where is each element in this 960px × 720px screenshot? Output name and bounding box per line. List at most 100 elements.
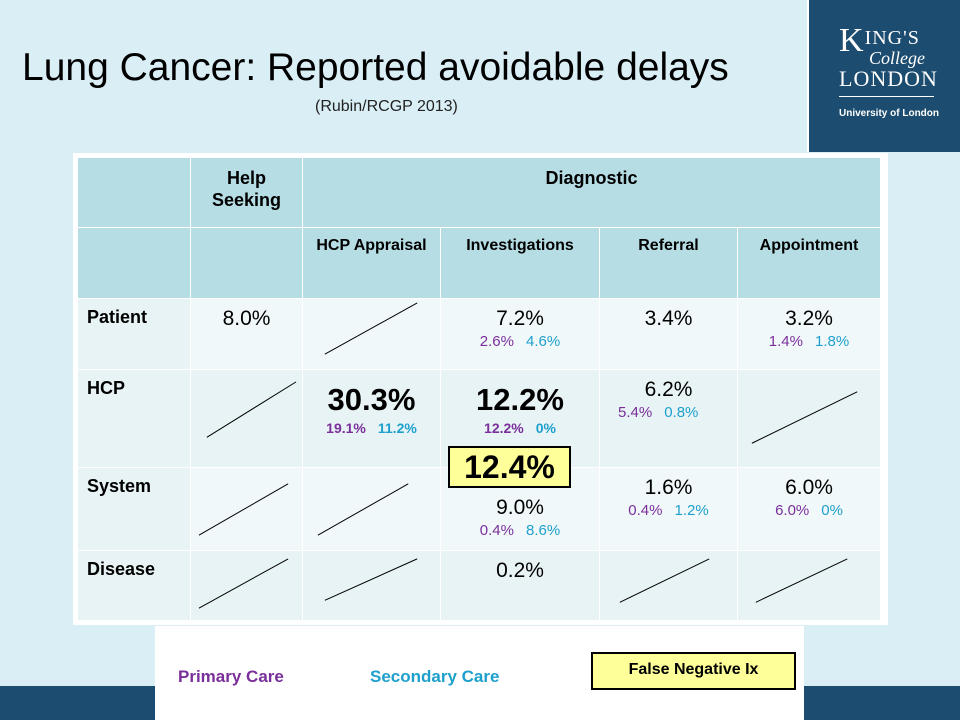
header-diagnostic-label: Diagnostic xyxy=(545,168,638,188)
row-label-patient: Patient xyxy=(87,307,148,327)
not-applicable-slash xyxy=(619,558,710,603)
cell-disease-help-seeking-na xyxy=(190,550,303,621)
row-label-hcp-cell: HCP xyxy=(77,369,191,468)
legend-primary-care: Primary Care xyxy=(178,667,284,686)
subheader-investigations-label: Investigations xyxy=(466,237,574,254)
delays-table-panel: Help Seeking Diagnostic HCP Appraisal In… xyxy=(73,153,888,625)
subheader-referral: Referral xyxy=(599,227,738,299)
split-hcp-referral: 5.4% 0.8% xyxy=(601,404,737,421)
row-label-patient-cell: Patient xyxy=(77,298,191,370)
delays-table: Help Seeking Diagnostic HCP Appraisal In… xyxy=(77,157,882,621)
cell-hcp-appointment-na xyxy=(736,369,882,468)
not-applicable-slash xyxy=(198,558,289,609)
value-hcp-investigations: 12.2% xyxy=(476,382,564,417)
secondary-care-value: 8.6% xyxy=(526,522,561,539)
legend-secondary-care: Secondary Care xyxy=(370,667,500,686)
row-label-system: System xyxy=(87,476,152,496)
kings-college-logo: KING'S College LONDON University of Lond… xyxy=(807,0,960,152)
cell-patient-help-seeking: 8.0% xyxy=(190,298,303,370)
cell-system-hcp-appraisal-na xyxy=(302,467,441,551)
primary-care-value: 5.4% xyxy=(618,404,653,421)
false-negative-value-box: 12.4% xyxy=(448,446,571,488)
legend-panel: Primary Care Secondary Care False Negati… xyxy=(155,626,804,720)
value-system-referral: 1.6% xyxy=(644,476,693,499)
not-applicable-slash xyxy=(324,558,418,601)
slide-title: Lung Cancer: Reported avoidable delays xyxy=(22,46,729,89)
subheader-help-seeking-blank xyxy=(190,227,303,299)
subheader-hcp-appraisal: HCP Appraisal xyxy=(302,227,441,299)
logo-divider xyxy=(839,96,934,97)
value-system-appointment: 6.0% xyxy=(785,476,833,499)
subheader-corner-cell xyxy=(77,227,191,299)
cell-hcp-referral: 6.2% 5.4% 0.8% xyxy=(599,369,738,468)
logo-university-text: University of London xyxy=(839,108,939,119)
subheader-hcp-appraisal-label: HCP Appraisal xyxy=(316,237,427,254)
secondary-care-value: 0% xyxy=(535,420,556,436)
primary-care-value: 0.4% xyxy=(628,502,663,519)
not-applicable-slash xyxy=(198,483,289,536)
cell-disease-appointment-na xyxy=(736,550,882,621)
split-patient-investigations: 2.6% 4.6% xyxy=(442,333,599,350)
slide-subtitle: (Rubin/RCGP 2013) xyxy=(315,98,458,115)
row-label-system-cell: System xyxy=(77,467,191,551)
not-applicable-slash xyxy=(755,558,848,603)
subheader-appointment-label: Appointment xyxy=(759,237,859,254)
cell-disease-investigations: 0.2% xyxy=(440,550,600,621)
row-label-disease-cell: Disease xyxy=(77,550,191,621)
header-help-seeking-label: Help Seeking xyxy=(211,168,282,210)
cell-patient-referral: 3.4% xyxy=(599,298,738,370)
split-system-investigations: 0.4% 8.6% xyxy=(442,522,599,539)
value-patient-investigations: 7.2% xyxy=(496,307,544,330)
cell-system-appointment: 6.0% 6.0% 0% xyxy=(736,467,882,551)
cell-patient-investigations: 7.2% 2.6% 4.6% xyxy=(440,298,600,370)
value-patient-help-seeking: 8.0% xyxy=(222,307,271,330)
header-diagnostic: Diagnostic xyxy=(301,157,882,228)
secondary-care-value: 0.8% xyxy=(664,404,699,421)
subheader-appointment: Appointment xyxy=(736,227,882,299)
split-hcp-investigations: 12.2% 0% xyxy=(442,420,599,436)
value-disease-investigations: 0.2% xyxy=(496,559,544,582)
secondary-care-value: 1.2% xyxy=(674,502,709,519)
row-label-disease: Disease xyxy=(87,559,156,579)
cell-patient-hcp-appraisal-na xyxy=(302,298,441,370)
legend-false-negative: False Negative Ix xyxy=(591,652,796,690)
cell-hcp-hcp-appraisal: 30.3% 19.1% 11.2% xyxy=(302,369,441,468)
split-patient-appointment: 1.4% 1.8% xyxy=(739,333,880,350)
header-corner-cell xyxy=(77,157,191,228)
value-system-investigations: 9.0% xyxy=(496,496,544,519)
primary-care-value: 1.4% xyxy=(768,333,803,350)
not-applicable-slash xyxy=(324,302,418,355)
cell-disease-referral-na xyxy=(599,550,738,621)
secondary-care-value: 1.8% xyxy=(815,333,850,350)
split-system-referral: 0.4% 1.2% xyxy=(601,502,737,519)
value-hcp-hcp-appraisal: 30.3% xyxy=(327,382,416,417)
cell-hcp-help-seeking-na xyxy=(190,369,303,468)
split-hcp-hcp-appraisal: 19.1% 11.2% xyxy=(304,420,440,436)
cell-patient-appointment: 3.2% 1.4% 1.8% xyxy=(736,298,882,370)
primary-care-value: 0.4% xyxy=(479,522,514,539)
cell-system-help-seeking-na xyxy=(190,467,303,551)
secondary-care-value: 4.6% xyxy=(526,333,561,350)
header-help-seeking: Help Seeking xyxy=(190,157,303,228)
logo-wordmark-college: College xyxy=(869,48,925,68)
primary-care-value: 19.1% xyxy=(326,420,366,436)
subheader-investigations: Investigations xyxy=(440,227,600,299)
primary-care-value: 6.0% xyxy=(775,502,810,519)
logo-wordmark-london: LONDON xyxy=(839,66,938,91)
secondary-care-value: 11.2% xyxy=(377,420,417,436)
primary-care-value: 2.6% xyxy=(479,333,514,350)
value-patient-appointment: 3.2% xyxy=(785,307,833,330)
value-patient-referral: 3.4% xyxy=(644,307,693,330)
value-hcp-referral: 6.2% xyxy=(644,378,693,401)
primary-care-value: 12.2% xyxy=(484,420,524,436)
logo-wordmark-kings: KING'S xyxy=(839,22,920,59)
split-system-appointment: 6.0% 0% xyxy=(739,502,880,519)
cell-system-referral: 1.6% 0.4% 1.2% xyxy=(599,467,738,551)
subheader-referral-label: Referral xyxy=(638,237,699,254)
not-applicable-slash xyxy=(751,391,858,444)
not-applicable-slash xyxy=(206,381,297,438)
secondary-care-value: 0% xyxy=(821,502,843,519)
row-label-hcp: HCP xyxy=(87,378,126,398)
cell-disease-hcp-appraisal-na xyxy=(302,550,441,621)
not-applicable-slash xyxy=(317,483,409,536)
